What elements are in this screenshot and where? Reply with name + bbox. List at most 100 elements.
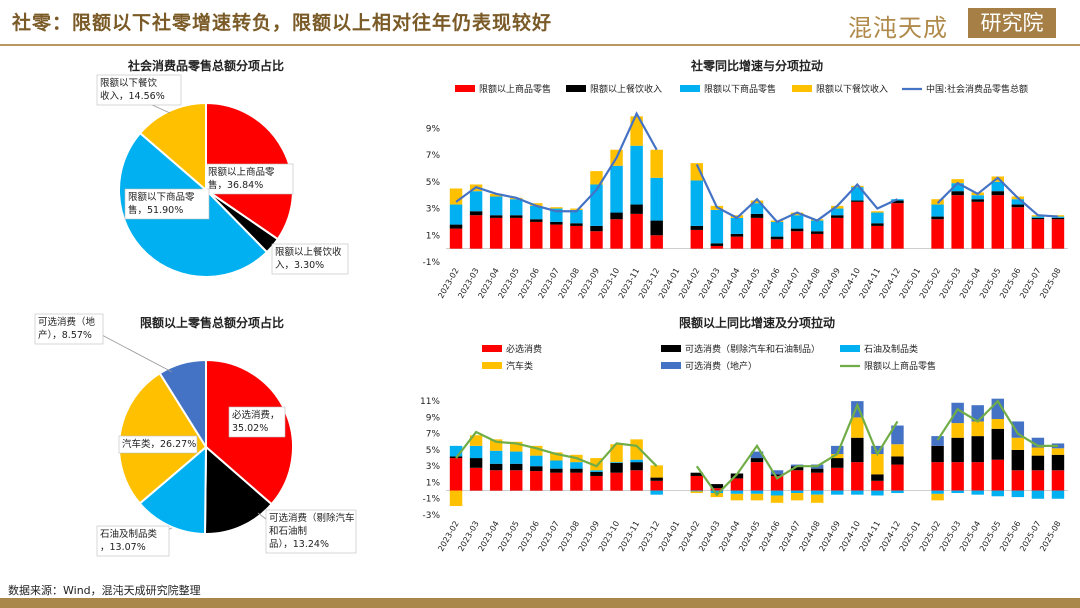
- pie2-slice-4: [158, 358, 207, 451]
- bar2-bar-0-16: [770, 475, 784, 491]
- bar1-bar-2-0: [449, 204, 463, 225]
- pie2-label-0: 必选消费， 35.02%: [232, 409, 280, 434]
- bar2-bar-3-30: [1051, 448, 1065, 455]
- bar1-bar-0-4: [530, 221, 543, 249]
- bar1-legend-label-1: 限额以上餐饮收入: [590, 83, 662, 95]
- bar2-legend-label-4: 可选消费（地产）: [685, 360, 757, 372]
- bar2-bar-0-20: [851, 462, 864, 491]
- bar1-bar-0-30: [1051, 219, 1065, 249]
- bar2-bar-3-28: [1011, 437, 1025, 450]
- bar2-bar-3-14: [730, 493, 744, 501]
- bar2-bar-3-4: [530, 445, 543, 456]
- bar1-bar-0-6: [570, 225, 583, 249]
- bar2-bar-1-17: [790, 466, 804, 471]
- bar2-bar-1-22: [891, 456, 904, 465]
- pie1-label-0: 限额以上商品零售，36.84%: [208, 166, 275, 191]
- bar1-legend-label-0: 限额以上商品零售: [479, 83, 551, 95]
- bar1-bar-3-2: [489, 193, 503, 197]
- bar2-bar-3-29: [1031, 447, 1045, 456]
- bar2-bar-0-25: [951, 462, 964, 491]
- bar2-bar-2-2: [489, 450, 503, 464]
- bar1-bar-1-0: [449, 224, 463, 229]
- bar2-bar-4-24: [931, 436, 944, 446]
- pie2-slice-1: [203, 444, 273, 535]
- bar2-bar-0-12: [690, 475, 704, 491]
- bar1-bar-2-29: [1031, 216, 1045, 218]
- bar1-bar-1-1: [469, 211, 483, 216]
- bar2-bar-2-18: [810, 490, 824, 495]
- bar2-bar-1-25: [951, 437, 964, 463]
- bar2-bar-0-27: [991, 459, 1004, 491]
- bar2-bar-2-4: [530, 455, 543, 467]
- bar1-legend-swatch-0: [455, 85, 475, 92]
- bar1-bar-1-29: [1031, 217, 1045, 220]
- bar1-bar-1-7: [590, 225, 603, 232]
- bar2-bar-4-22: [891, 425, 904, 445]
- bar2-legend-label-5: 限额以上商品零售: [864, 360, 936, 372]
- bar1-ytick-3: 5%: [426, 178, 441, 188]
- bar1-bar-1-3: [510, 215, 523, 218]
- bar1-group: 社零同比增速与分项拉动-1%1%3%5%7%9%2023-022023-0320…: [422, 58, 1068, 300]
- bar1-bar-1-16: [770, 236, 784, 240]
- bar1-bar-2-24: [931, 204, 944, 217]
- bar2-bar-1-13: [710, 484, 724, 489]
- bar1-bar-0-16: [770, 239, 784, 249]
- bar2-bar-2-7: [590, 470, 603, 472]
- logo-text: 混沌天成: [848, 14, 948, 42]
- bar2-bar-3-1: [469, 435, 483, 446]
- bar1-bar-0-14: [730, 236, 744, 249]
- pie1-label-box-2: [124, 188, 210, 220]
- bar1-bar-2-1: [469, 191, 483, 212]
- bar1-bar-1-20: [851, 200, 864, 202]
- bar1-ytick-5: 9%: [426, 124, 441, 134]
- bar1-bar-2-15: [750, 203, 764, 214]
- bar1-legend-label-3: 限额以下餐饮收入: [816, 83, 888, 95]
- bar2-bar-1-15: [750, 458, 764, 463]
- pie2-label-4: 可选消费（地产），8.57%: [38, 316, 96, 341]
- bar2-legend-swatch-1: [661, 345, 681, 352]
- bar1-line: [455, 111, 1059, 224]
- pie2-label-box-4: [34, 313, 104, 345]
- bar2-bar-0-1: [469, 467, 483, 491]
- bar2-bar-1-2: [489, 463, 503, 471]
- bar1-bar-1-26: [971, 199, 984, 202]
- bar2-bar-1-9: [630, 462, 643, 471]
- bar2-bar-3-5: [550, 452, 563, 461]
- bar2-bar-3-12: [690, 491, 704, 494]
- bar1-bar-1-24: [931, 216, 944, 220]
- bar1-legend-label-2: 限额以下商品零售: [704, 83, 776, 95]
- bar1-bar-3-12: [690, 163, 704, 181]
- bar2-ytick-4: 5%: [426, 446, 441, 456]
- bar2-bar-1-4: [530, 466, 543, 472]
- bar2-bar-1-21: [871, 474, 884, 481]
- bar2-bar-1-14: [730, 473, 744, 479]
- bar2-bar-2-16: [770, 490, 784, 496]
- bar2-bar-2-28: [1011, 490, 1025, 498]
- pie2-label-3: 汽车类，26.27%: [122, 438, 196, 450]
- bar2-bar-1-1: [469, 458, 483, 468]
- bar2-bar-3-8: [610, 444, 623, 463]
- bar1-bar-1-22: [891, 200, 904, 204]
- bar1-bar-0-18: [810, 233, 824, 249]
- bar2-bar-3-26: [971, 421, 984, 437]
- bar2-bar-1-10: [650, 477, 663, 481]
- bar1-bar-2-26: [971, 195, 984, 200]
- bar1-bar-0-9: [630, 213, 643, 249]
- bar1-bar-2-21: [871, 212, 884, 224]
- bar1-bar-1-17: [790, 228, 804, 232]
- bar2-bar-0-14: [730, 478, 744, 491]
- bar1-bar-1-21: [871, 223, 884, 226]
- bar1-bar-3-9: [630, 116, 643, 146]
- bar2-bar-2-3: [510, 451, 523, 464]
- bar2-bar-0-29: [1031, 470, 1045, 491]
- bar2-legend-label-1: 可选消费（剔除汽车和石油制品）: [685, 343, 820, 355]
- bar2-bar-0-9: [630, 470, 643, 491]
- bar1-bar-1-25: [951, 191, 964, 196]
- bar1-bar-3-4: [530, 203, 543, 206]
- bar2-ytick-7: 11%: [420, 397, 440, 407]
- bar2-bar-3-16: [770, 495, 784, 503]
- bar2-bar-1-27: [991, 428, 1004, 460]
- bar1-bar-2-12: [690, 180, 704, 226]
- bar1-bar-2-6: [570, 209, 583, 224]
